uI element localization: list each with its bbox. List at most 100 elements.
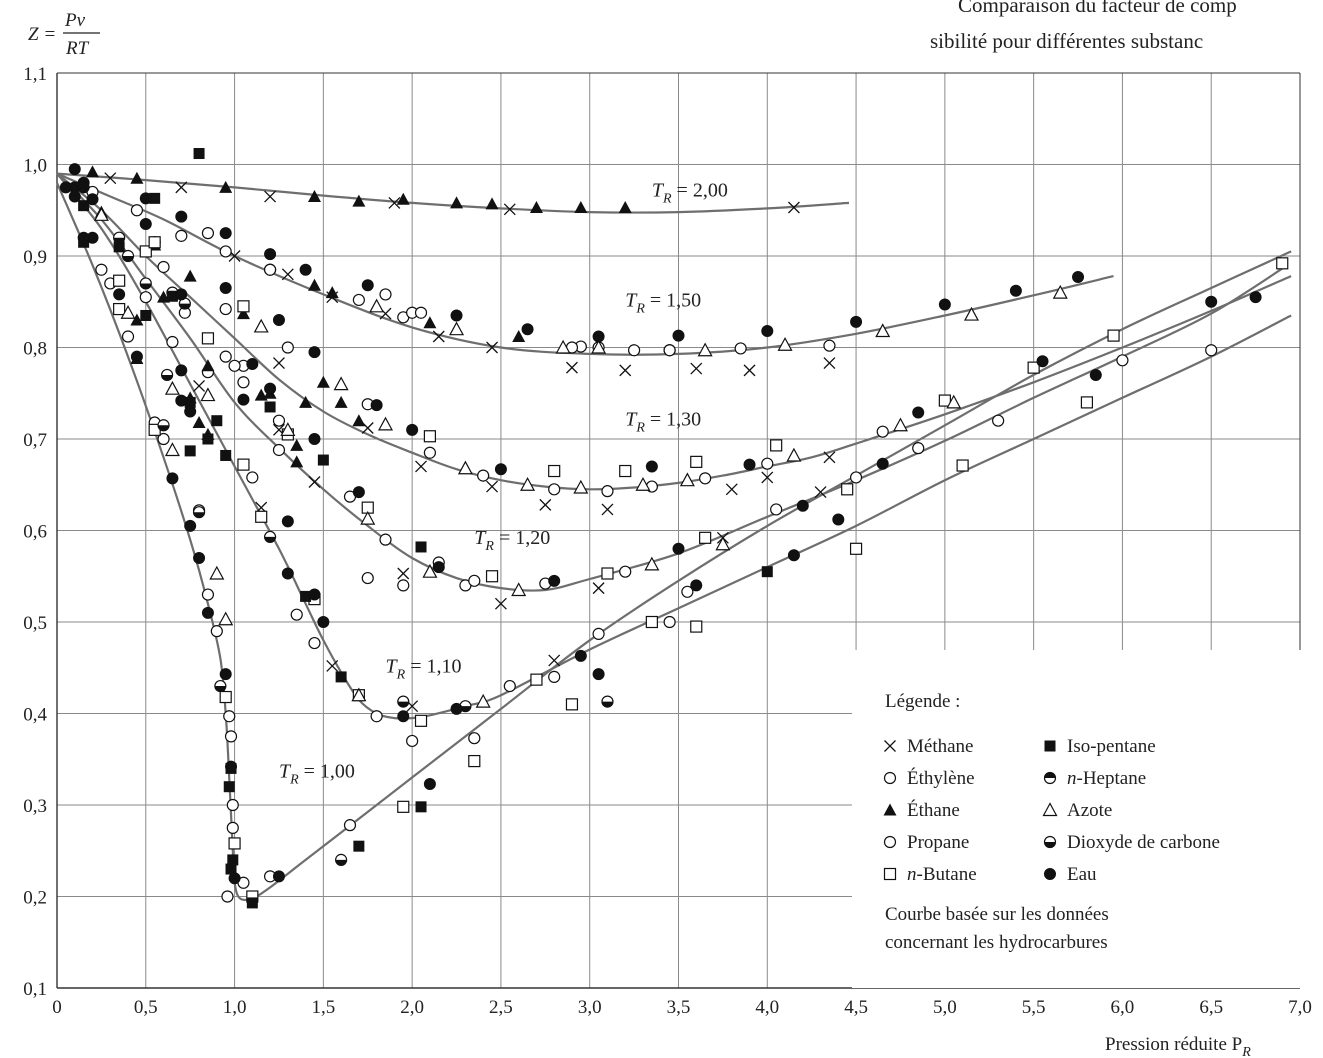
data-point-azote: [715, 536, 731, 551]
data-point-n-butane: [219, 690, 232, 704]
data-point-azote: [333, 376, 349, 391]
data-point-azote: [963, 306, 980, 321]
data-point-eau: [876, 457, 889, 470]
data-point-n-butane: [237, 458, 250, 471]
data-point-ethylene: [770, 503, 783, 516]
data-point-dioxyde-de-carbone: [192, 506, 206, 519]
data-point-n-butane: [485, 570, 499, 583]
data-point-azote: [200, 387, 216, 402]
data-point-ethylene: [734, 342, 747, 355]
data-point-methane: [388, 196, 401, 209]
data-point-methane: [565, 361, 578, 374]
data-point-n-butane: [956, 459, 969, 472]
data-point-azote: [120, 304, 136, 319]
legend-box: [852, 650, 1320, 988]
data-point-eau: [423, 777, 436, 790]
data-point-n-heptane: [263, 530, 277, 544]
data-point-ethylene: [343, 819, 357, 832]
x-tick-label: 3,5: [667, 997, 691, 1018]
data-point-iso-pentane: [335, 671, 347, 683]
legend-marker: [1043, 835, 1057, 849]
data-point-propane: [157, 260, 170, 274]
data-point-n-heptane: [397, 695, 410, 708]
data-point-n-butane: [201, 332, 215, 345]
data-point-methane: [193, 379, 206, 392]
data-point-ethylene: [548, 670, 561, 684]
legend-item-label: Propane: [907, 832, 969, 853]
data-point-azote: [457, 460, 473, 475]
legend-marker: [1042, 802, 1058, 817]
data-point-methane: [725, 483, 738, 496]
data-markers: [59, 148, 1289, 909]
data-point-eau: [574, 649, 587, 662]
curve-label: TR = 1,20: [474, 527, 550, 554]
data-point-ethylene: [166, 335, 179, 349]
y-tick-label: 0,2: [23, 888, 47, 909]
data-point-ethane: [236, 307, 250, 320]
data-point-iso-pentane: [113, 241, 125, 253]
data-point-ethylene: [223, 710, 236, 723]
data-point-methane: [486, 480, 499, 493]
chart-title: Comparaison du facteur de comp sibilité …: [930, 0, 1237, 53]
data-point-ethane: [192, 416, 206, 429]
data-point-ethylene: [224, 730, 238, 743]
x-tick-label: 2,0: [400, 997, 424, 1018]
data-point-ethylene: [1205, 344, 1218, 357]
data-point-eau: [237, 393, 250, 406]
data-point-eau: [139, 192, 152, 205]
data-point-n-butane: [565, 698, 579, 711]
data-point-ethylene: [406, 734, 419, 748]
data-point-ethylene: [139, 291, 152, 304]
data-point-ethylene: [876, 425, 889, 438]
x-axis-label-text: Pression réduite PR: [1105, 1034, 1251, 1058]
data-point-propane: [219, 350, 232, 363]
data-point-eau: [166, 472, 179, 485]
legend-marker: [883, 803, 897, 816]
data-point-iso-pentane: [202, 433, 214, 445]
data-point-propane: [379, 533, 392, 546]
data-point-azote: [777, 336, 793, 351]
data-point-methane: [823, 357, 836, 370]
data-point-iso-pentane: [193, 148, 205, 160]
y-axis-label-denominator: RT: [65, 38, 90, 59]
curve-line: [56, 172, 1292, 491]
data-point-ethylene: [157, 432, 170, 446]
data-point-eau: [494, 463, 507, 476]
data-point-eau: [361, 279, 374, 292]
data-point-eau: [592, 668, 605, 681]
data-point-eau: [175, 210, 188, 223]
data-point-ethane: [618, 201, 632, 214]
data-point-iso-pentane: [225, 863, 237, 875]
data-point-eau: [113, 288, 126, 301]
data-point-azote: [520, 476, 536, 491]
data-point-eau: [850, 315, 863, 328]
data-point-methane: [548, 654, 561, 667]
data-point-azote: [892, 417, 908, 432]
x-tick-label: 0,5: [134, 997, 158, 1018]
chart-title-line1: Comparaison du facteur de comp: [958, 0, 1237, 17]
data-point-methane: [814, 486, 827, 499]
data-point-ethylene: [503, 679, 516, 693]
data-point-propane: [397, 579, 410, 592]
data-point-ethylene: [628, 344, 641, 357]
data-point-ethylene: [370, 710, 383, 723]
data-point-propane: [201, 227, 215, 240]
data-point-azote: [635, 476, 651, 491]
curve-label: TR = 2,00: [652, 180, 728, 207]
legend-item-label: Eau: [1067, 864, 1097, 885]
legend-marker: [883, 835, 897, 849]
data-point-azote: [369, 298, 385, 313]
data-point-eau: [201, 606, 214, 619]
data-point-methane: [326, 659, 339, 672]
data-point-eau: [1036, 355, 1049, 368]
data-point-ethylene: [601, 485, 614, 498]
data-point-eau: [521, 323, 534, 336]
y-axis-label-numerator: Pv: [64, 10, 86, 31]
data-point-propane: [228, 359, 241, 372]
data-point-n-butane: [1107, 329, 1120, 342]
legend-item-label: Dioxyde de carbone: [1067, 832, 1220, 853]
data-point-ethane: [299, 395, 313, 408]
data-point-azote: [209, 565, 225, 580]
data-point-ethylene: [992, 414, 1005, 427]
data-point-n-butane: [139, 245, 152, 258]
